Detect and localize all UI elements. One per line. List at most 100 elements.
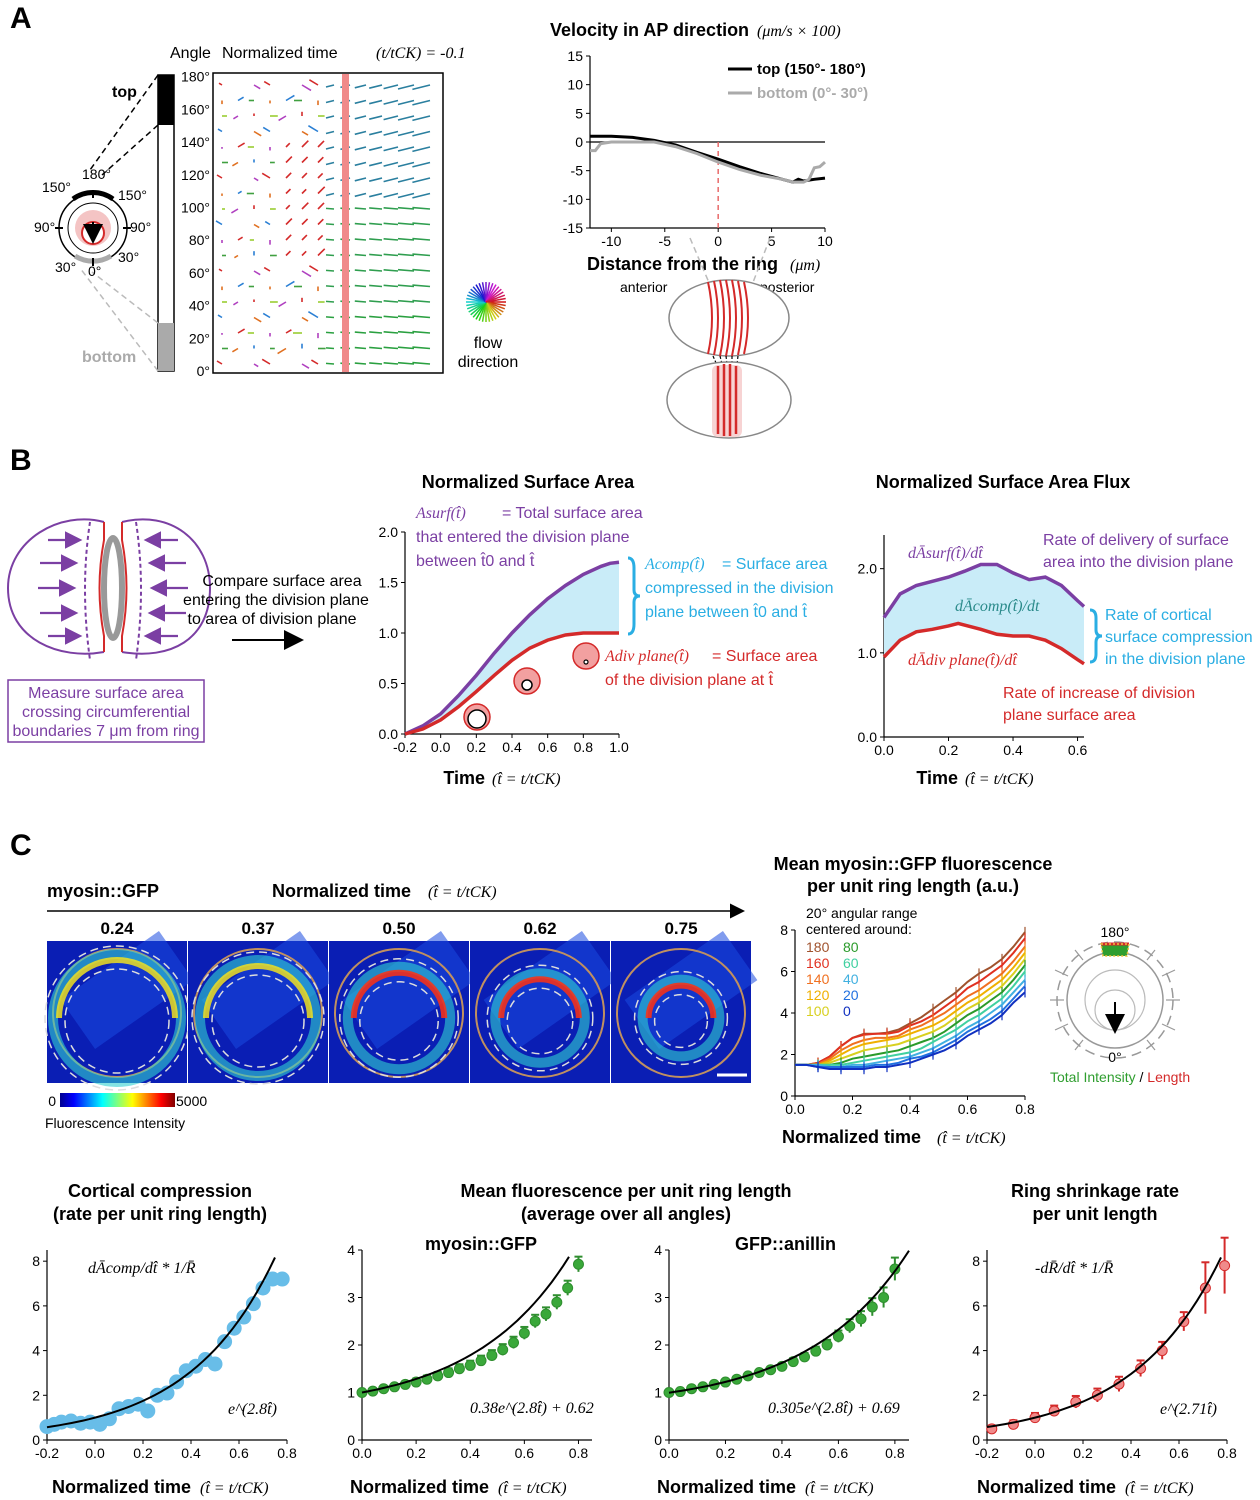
ring-signal	[498, 976, 582, 1019]
flow-arrow	[217, 314, 223, 319]
division-plane-circles	[463, 642, 600, 731]
flux-div-symbol: dĀdiv plane(t̂)/dt̂	[908, 652, 1018, 669]
flow-arrow	[278, 115, 287, 122]
y-tick-label: 0	[972, 1432, 980, 1448]
fit-curve	[361, 1256, 570, 1394]
flow-arrow	[369, 115, 383, 120]
fit-curve	[668, 1250, 910, 1394]
flow-arrow	[397, 206, 415, 210]
quiver-y-tick-label: 80°	[189, 232, 210, 248]
x-tick-label: 0.0	[1025, 1445, 1045, 1461]
quiver-y-tick-label: 160°	[181, 101, 210, 117]
angular-legend-item: 180	[806, 939, 830, 955]
flow-arrow	[325, 146, 335, 150]
flow-arrow	[383, 300, 399, 303]
flow-arrow	[397, 268, 415, 272]
data-point	[878, 1292, 890, 1303]
ring-boundary-outer	[191, 951, 325, 1085]
flow-arrow	[317, 186, 326, 195]
flow-arrow	[397, 177, 415, 183]
flow-arrow	[354, 315, 367, 319]
y-tick-label: 2	[347, 1337, 355, 1353]
flow-arrow	[383, 362, 399, 365]
angular-title-1: Mean myosin::GFP fluorescence	[774, 854, 1053, 874]
ring-shrinkage-chart: -0.2 0.0 0.2 0.4 0.6 0.8 0 2 4 6 8	[972, 1236, 1237, 1461]
flow-arrow	[317, 248, 326, 257]
flow-arrow	[325, 331, 335, 334]
quiver-y-tick-label: 120°	[181, 167, 210, 183]
data-point	[572, 1258, 584, 1270]
flow-arrow	[354, 99, 367, 105]
flow-arrow	[218, 82, 223, 86]
flow-arrow	[412, 99, 431, 106]
flow-arrow	[412, 284, 431, 288]
flow-arrow	[397, 99, 415, 106]
flow-arrow	[277, 347, 287, 355]
rs-xlabel: Normalized time	[977, 1477, 1116, 1497]
ring-boundary-inner	[653, 993, 709, 1049]
x-tick-label: 5	[768, 233, 776, 249]
flow-arrow	[369, 207, 383, 210]
flow-arrow	[369, 130, 383, 136]
y-tick-label: 4	[347, 1242, 355, 1258]
flow-arrow	[412, 222, 431, 226]
anillin-mean-chart: 0.0 0.2 0.4 0.6 0.8 0 1 2 3 4	[654, 1242, 910, 1461]
angular-legend-item: 140	[806, 971, 830, 987]
y-tick-label: 1	[347, 1385, 355, 1401]
flow-arrow	[307, 125, 319, 133]
anillin-label: GFP::anillin	[735, 1234, 836, 1254]
flow-arrow	[354, 269, 367, 272]
measure-text-3: boundaries 7 μm from ring	[12, 723, 199, 740]
flow-arrow	[253, 130, 262, 137]
surface-flux-chart: 0.0 0.2 0.4 0.6 0.0 1.0 2.0	[858, 535, 1087, 758]
flow-arrow	[397, 284, 415, 288]
angular-legend-item: 0	[843, 1003, 851, 1019]
a-quiver-y-ticks: 0° 20° 40° 60° 80° 100° 120° 140° 160° 180°	[181, 69, 210, 379]
flow-arrow	[253, 223, 260, 229]
velocity-legend-label: top (150°- 180°)	[757, 61, 866, 78]
flow-arrow	[383, 130, 399, 136]
flow-arrow	[397, 130, 415, 137]
x-tick-label: 0.2	[133, 1445, 153, 1461]
flow-arrow	[325, 238, 335, 241]
fit-curve	[46, 1257, 276, 1429]
y-tick-label: 4	[32, 1343, 40, 1359]
compare-text-1: Compare surface area	[202, 573, 361, 590]
y-tick-label: 2	[32, 1387, 40, 1403]
flow-arrow	[325, 269, 335, 272]
flow-arrow	[412, 146, 431, 153]
flow-arrow	[397, 253, 415, 257]
asurf-line	[404, 560, 620, 736]
y-tick-label: 1.0	[858, 645, 878, 661]
y-tick-label: 6	[972, 1298, 980, 1314]
x-tick-label: 0.8	[569, 1445, 589, 1461]
angular-legend-title-2: centered around:	[806, 921, 912, 937]
flow-arrow	[301, 218, 309, 226]
flow-arrow	[354, 84, 367, 89]
flow-arrow	[237, 328, 246, 334]
quiver-y-tick-label: 180°	[181, 69, 210, 85]
surface-area-xlabel-formula: (t̂ = t/tCK)	[492, 771, 561, 788]
flow-arrow	[354, 284, 367, 288]
flow-arrow	[383, 84, 399, 90]
ring-boundary-inner	[506, 987, 574, 1055]
flow-arrow	[354, 130, 367, 136]
colorbar-max: 5000	[176, 1093, 207, 1109]
x-tick-label: 0.2	[716, 1445, 736, 1461]
flow-arrow	[369, 253, 383, 257]
ring-glow	[195, 955, 321, 1081]
flow-arrow	[263, 80, 271, 86]
flow-arrow	[301, 316, 309, 322]
flow-arrow	[215, 220, 223, 226]
x-tick-label: 0.4	[181, 1445, 201, 1461]
acomp-text-3: plane between t̂0 and t̂	[645, 602, 807, 621]
flow-arrow	[232, 115, 239, 120]
data-point	[443, 1367, 455, 1379]
a-dial-90r: 90°	[130, 219, 151, 235]
flow-arrow	[354, 346, 367, 350]
x-tick-label: 0.2	[843, 1101, 863, 1117]
colorbar	[60, 1093, 175, 1107]
flow-arrow	[369, 346, 383, 350]
velocity-chart: -10 -5 0 5 10 15 10 5 0 -5 -10 -15 top (150°- 180°) b…	[563, 48, 868, 249]
x-tick-label: 0.4	[900, 1101, 920, 1117]
